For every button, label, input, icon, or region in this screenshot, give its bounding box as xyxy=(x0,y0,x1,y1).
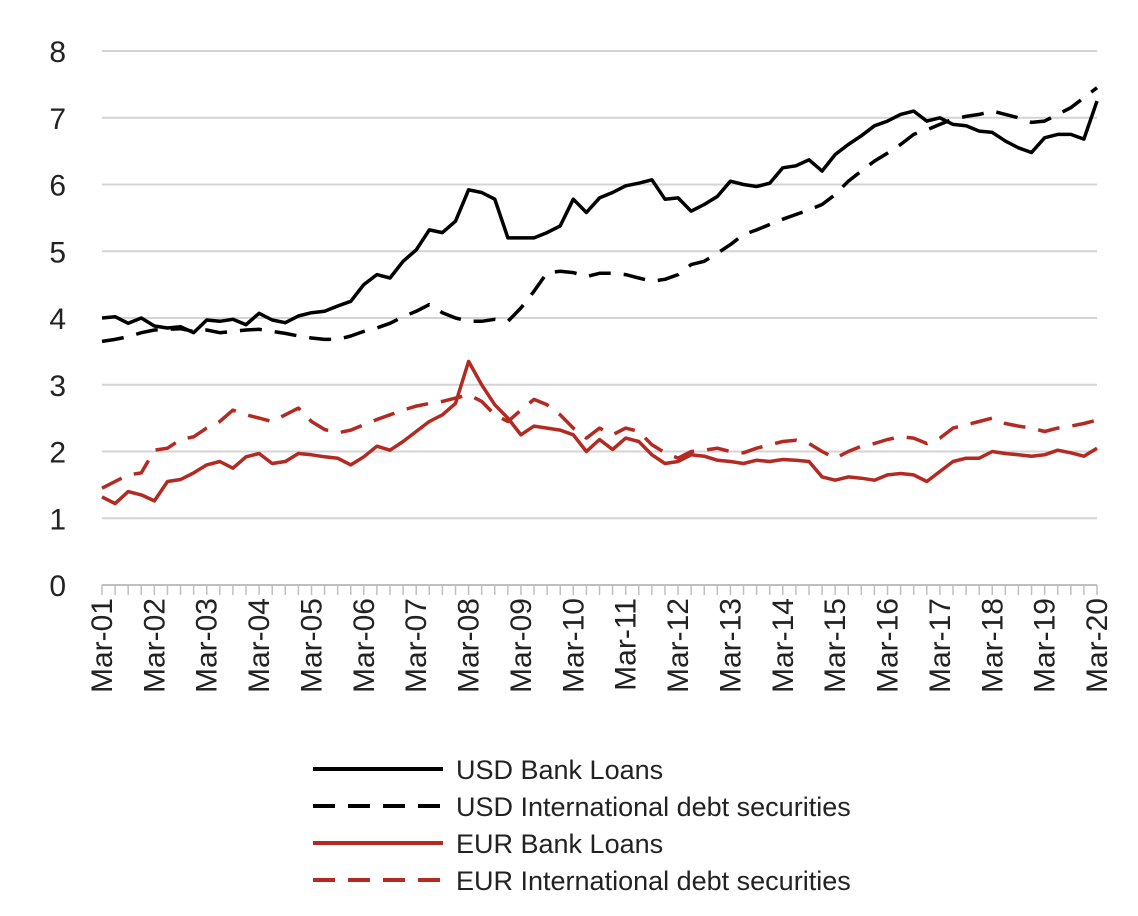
y-tick-label: 8 xyxy=(49,36,66,69)
legend: USD Bank Loans USD International debt sec… xyxy=(313,755,851,896)
y-axis-tick-labels: 0 1 2 3 4 5 6 7 8 xyxy=(49,36,66,603)
x-tick-label: Mar-03 xyxy=(191,598,224,693)
x-tick-label: Mar-15 xyxy=(819,598,852,693)
x-tick-label: Mar-18 xyxy=(976,598,1009,693)
x-tick-label: Mar-06 xyxy=(348,598,381,693)
y-tick-label: 5 xyxy=(49,236,66,269)
x-tick-label: Mar-02 xyxy=(138,598,171,693)
series-line-eur-bank-loans xyxy=(101,359,1098,506)
y-tick-label: 4 xyxy=(49,303,66,336)
series-line-usd-bank-loans xyxy=(101,100,1099,335)
legend-label: USD International debt securities xyxy=(456,792,851,822)
x-tick-label: Mar-16 xyxy=(872,598,905,693)
x-axis: Mar-01 Mar-02 Mar-03 Mar-04 Mar-05 Mar-06 Mar-… xyxy=(86,584,1114,693)
y-tick-label: 1 xyxy=(49,503,66,536)
x-tick-label: Mar-07 xyxy=(400,598,433,693)
x-tick-label: Mar-14 xyxy=(767,598,800,693)
x-tick-label: Mar-13 xyxy=(714,598,747,693)
legend-label: USD Bank Loans xyxy=(456,755,663,785)
x-tick-label: Mar-11 xyxy=(610,598,643,691)
y-tick-label: 3 xyxy=(49,370,66,403)
series-lines xyxy=(101,86,1099,506)
x-tick-label: Mar-12 xyxy=(662,598,695,693)
legend-label: EUR Bank Loans xyxy=(456,829,663,859)
y-tick-label: 7 xyxy=(49,103,66,136)
x-tick-label: Mar-09 xyxy=(505,598,538,693)
series-line-eur-international-debt-securities xyxy=(101,393,1098,490)
x-tick-label: Mar-19 xyxy=(1029,598,1062,693)
x-tick-label: Mar-05 xyxy=(295,598,328,693)
y-tick-label: 6 xyxy=(49,170,66,203)
x-tick-label: Mar-04 xyxy=(243,598,276,693)
series-line-usd-international-debt-securities xyxy=(101,86,1099,344)
y-tick-label: 2 xyxy=(49,437,66,470)
x-tick-label: Mar-17 xyxy=(924,598,957,693)
x-tick-label: Mar-10 xyxy=(557,598,590,693)
x-tick-label: Mar-20 xyxy=(1081,598,1114,693)
legend-label: EUR International debt securities xyxy=(456,866,851,896)
y-tick-label: 0 xyxy=(49,570,66,603)
x-tick-label: Mar-08 xyxy=(453,598,486,693)
x-tick-label: Mar-01 xyxy=(86,598,119,693)
